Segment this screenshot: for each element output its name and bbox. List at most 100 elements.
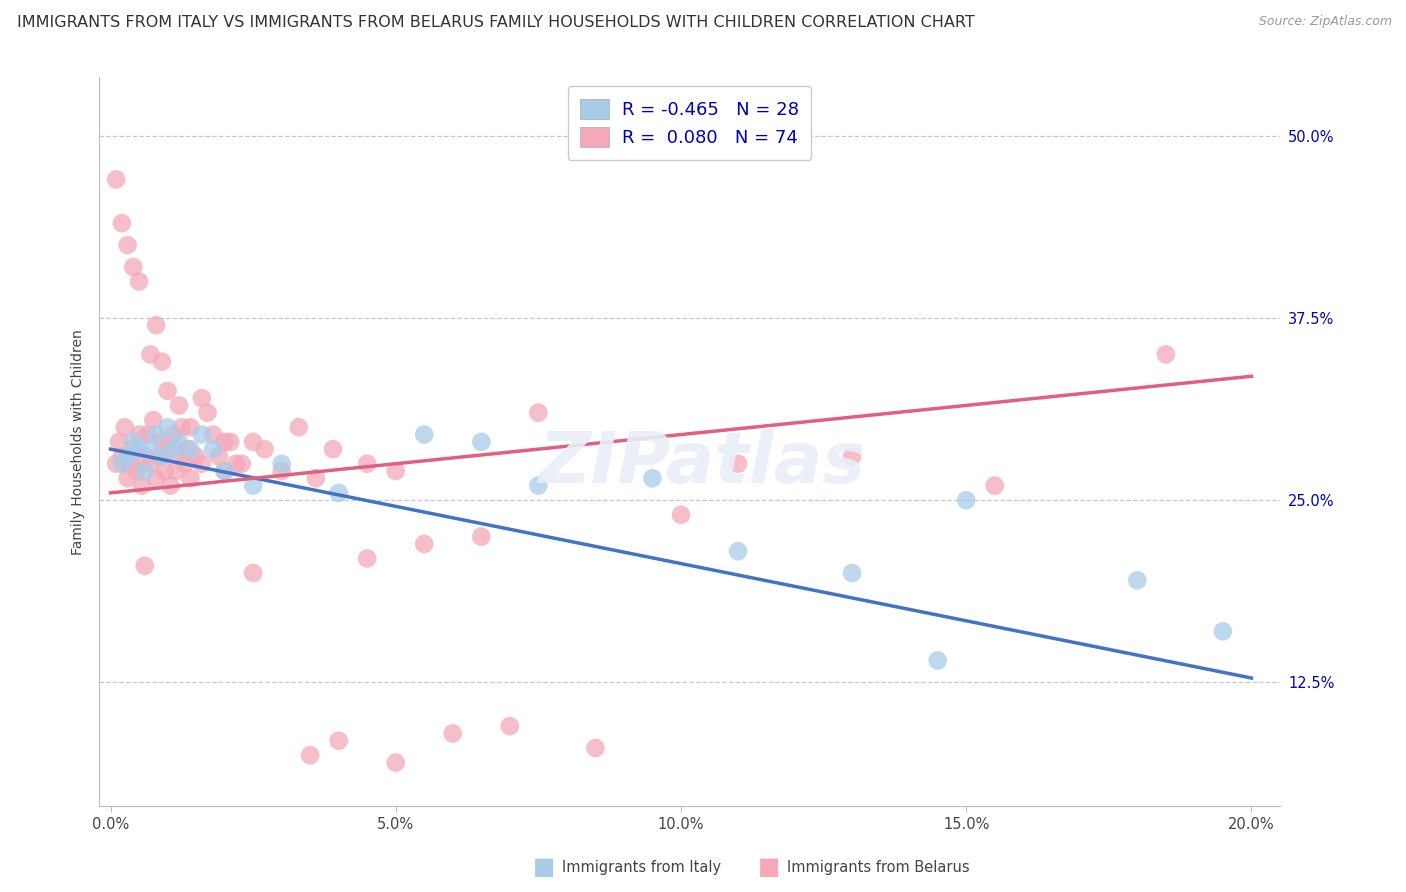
Point: [1126, 574, 1149, 588]
Point: [134, 450, 156, 464]
Point: [150, 354, 173, 368]
Point: [170, 420, 193, 434]
Point: [122, 260, 145, 274]
Point: [179, 420, 201, 434]
Text: ■: ■: [758, 855, 780, 879]
Point: [299, 748, 322, 763]
Point: [128, 427, 150, 442]
Point: [841, 566, 863, 580]
Point: [150, 434, 173, 449]
Point: [122, 442, 145, 457]
Point: [214, 464, 236, 478]
Text: Source: ZipAtlas.com: Source: ZipAtlas.com: [1258, 15, 1392, 29]
Point: [583, 741, 606, 756]
Point: [669, 508, 692, 522]
Point: [641, 471, 664, 485]
Point: [122, 434, 145, 449]
Point: [384, 756, 406, 770]
Point: [167, 450, 190, 464]
Point: [179, 442, 201, 457]
Point: [150, 450, 173, 464]
Text: Immigrants from Belarus: Immigrants from Belarus: [787, 860, 970, 874]
Point: [727, 544, 749, 558]
Point: [139, 442, 162, 457]
Point: [153, 464, 176, 478]
Point: [322, 442, 344, 457]
Point: [165, 464, 187, 478]
Point: [117, 471, 139, 485]
Point: [162, 427, 184, 442]
Point: [131, 478, 153, 492]
Point: [270, 457, 292, 471]
Point: [173, 457, 195, 471]
Point: [927, 653, 949, 667]
Point: [202, 427, 225, 442]
Point: [288, 420, 311, 434]
Point: [191, 391, 214, 405]
Point: [156, 420, 179, 434]
Point: [202, 442, 225, 457]
Point: [117, 450, 139, 464]
Point: [727, 457, 749, 471]
Text: ■: ■: [533, 855, 555, 879]
Point: [1154, 347, 1177, 361]
Text: IMMIGRANTS FROM ITALY VS IMMIGRANTS FROM BELARUS FAMILY HOUSEHOLDS WITH CHILDREN: IMMIGRANTS FROM ITALY VS IMMIGRANTS FROM…: [17, 15, 974, 30]
Point: [105, 172, 128, 186]
Point: [527, 406, 550, 420]
Point: [214, 434, 236, 449]
Point: [111, 216, 134, 230]
Point: [179, 471, 201, 485]
Point: [156, 442, 179, 457]
Point: [167, 434, 190, 449]
Point: [128, 275, 150, 289]
Point: [441, 726, 464, 740]
Point: [1212, 624, 1234, 639]
Point: [413, 537, 436, 551]
Point: [384, 464, 406, 478]
Point: [139, 347, 162, 361]
Point: [356, 457, 378, 471]
Point: [356, 551, 378, 566]
Point: [117, 238, 139, 252]
Point: [305, 471, 328, 485]
Point: [167, 399, 190, 413]
Point: [191, 457, 214, 471]
Point: [105, 457, 128, 471]
Point: [111, 450, 134, 464]
Point: [242, 478, 264, 492]
Point: [841, 450, 863, 464]
Point: [139, 457, 162, 471]
Point: [156, 384, 179, 398]
Point: [134, 558, 156, 573]
Point: [208, 450, 231, 464]
Point: [136, 427, 159, 442]
Point: [225, 457, 247, 471]
Point: [470, 434, 492, 449]
Point: [108, 434, 131, 449]
Point: [413, 427, 436, 442]
Point: [184, 450, 207, 464]
Legend: R = -0.465   N = 28, R =  0.080   N = 74: R = -0.465 N = 28, R = 0.080 N = 74: [568, 87, 811, 160]
Point: [120, 457, 142, 471]
Point: [134, 464, 156, 478]
Point: [176, 442, 198, 457]
Point: [231, 457, 253, 471]
Point: [111, 457, 134, 471]
Point: [114, 420, 136, 434]
Point: [128, 442, 150, 457]
Point: [214, 464, 236, 478]
Point: [159, 478, 181, 492]
Point: [142, 413, 165, 427]
Point: [955, 493, 977, 508]
Point: [253, 442, 276, 457]
Y-axis label: Family Households with Children: Family Households with Children: [72, 329, 86, 555]
Point: [328, 486, 350, 500]
Point: [328, 733, 350, 747]
Point: [983, 478, 1005, 492]
Point: [191, 427, 214, 442]
Point: [148, 450, 170, 464]
Point: [219, 434, 242, 449]
Point: [270, 464, 292, 478]
Text: ZIPatlas: ZIPatlas: [540, 429, 866, 499]
Point: [242, 434, 264, 449]
